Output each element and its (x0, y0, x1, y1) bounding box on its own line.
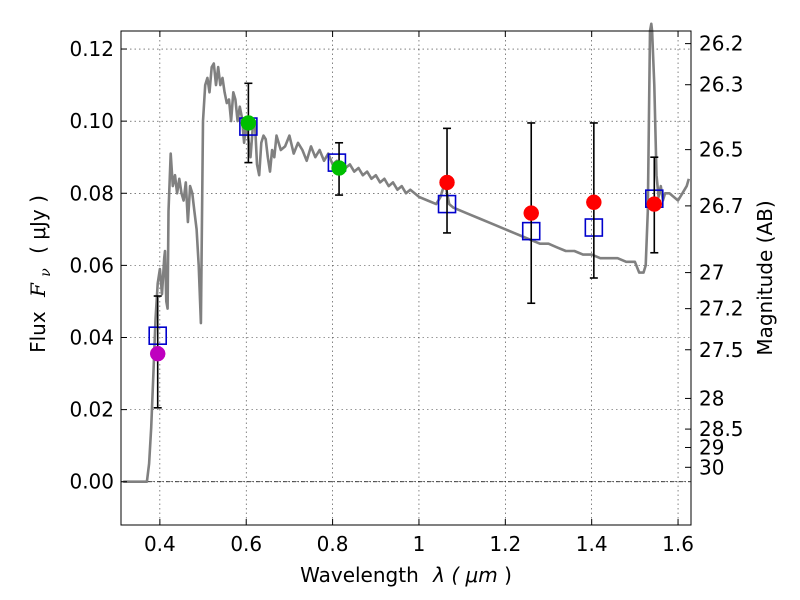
magnitude-tick-label: 27.2 (699, 297, 744, 321)
right-axis-label: Magnitude (AB) (753, 200, 777, 355)
magnitude-tick-label: 26.2 (699, 32, 744, 56)
y-axis-label: Flux F ν ( μJy ) (26, 195, 55, 353)
x-axis-label-close: ) (504, 563, 512, 587)
y-tick-label: 0.08 (69, 181, 114, 205)
observed-flux-point (523, 205, 539, 221)
y-tick-label: 0.06 (69, 253, 114, 277)
x-tick-label: 0.6 (230, 532, 262, 556)
observed-flux-point (331, 160, 347, 176)
magnitude-tick-label: 26.3 (699, 73, 744, 97)
y-axis-label-subscript: ν (38, 268, 54, 277)
x-axis-label: Wavelength λ ( μm ) (300, 563, 512, 587)
x-tick-label: 0.4 (144, 532, 176, 556)
observed-flux-point (586, 194, 602, 211)
y-axis-label-unit: ( μJy ) (26, 195, 50, 254)
magnitude-tick-label: 28.5 (699, 417, 744, 441)
x-axis-ticks: 0.4 0.6 0.8 1 1.2 1.4 1.6 (144, 31, 694, 556)
x-axis-label-unit: μm (464, 563, 497, 587)
sed-template-curve (123, 22, 691, 483)
model-flux-markers (148, 117, 664, 345)
y-axis-label-symbol: F (26, 282, 50, 298)
magnitude-tick-label: 26.5 (699, 138, 744, 162)
observed-flux-point (240, 115, 257, 131)
magnitude-tick-label: 28 (699, 386, 724, 410)
magnitude-tick-label: 29 (699, 435, 724, 459)
magnitude-tick-label: 26.7 (699, 194, 744, 218)
y-tick-label: 0.12 (69, 37, 114, 61)
y-axis-ticks: 0.00 0.02 0.04 0.06 0.08 0.10 0.12 (69, 37, 127, 494)
y-tick-label: 0.04 (69, 325, 114, 349)
magnitude-tick-label: 27 (699, 261, 724, 285)
grid-lines (121, 31, 691, 525)
x-tick-label: 1 (413, 532, 426, 556)
y-tick-label: 0.00 (69, 470, 114, 494)
plot-frame (120, 30, 692, 526)
x-tick-label: 0.8 (317, 532, 349, 556)
magnitude-tick-label: 30 (699, 455, 724, 479)
magnitude-tick-label: 27.5 (699, 338, 744, 362)
observed-flux-markers (149, 115, 663, 362)
y-tick-label: 0.02 (69, 398, 114, 422)
y-tick-label: 0.10 (69, 109, 114, 133)
x-tick-label: 1.4 (576, 532, 608, 556)
x-tick-label: 1.6 (662, 532, 694, 556)
x-axis-label-symbol: λ ( (432, 563, 460, 587)
observed-flux-point (439, 174, 455, 191)
observed-flux-point (646, 196, 663, 212)
observed-flux-point (149, 345, 166, 362)
y-axis-label-main: Flux (26, 311, 50, 353)
x-axis-label-main: Wavelength (300, 563, 419, 587)
x-tick-label: 1.2 (489, 532, 521, 556)
error-bars (153, 82, 659, 409)
